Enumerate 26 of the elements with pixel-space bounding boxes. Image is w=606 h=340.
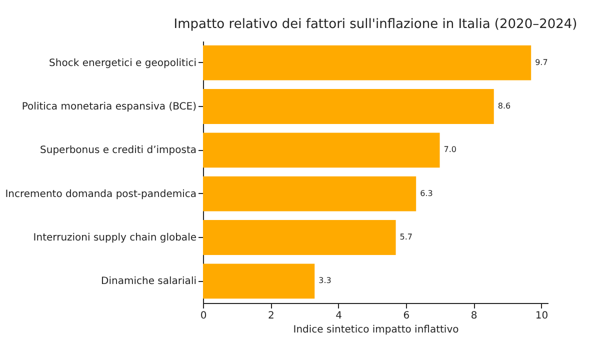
x-tick-label: 4 (336, 310, 342, 322)
data-label: 9.7 (535, 58, 548, 67)
x-tick-label: 10 (535, 310, 548, 322)
bar (203, 132, 440, 168)
y-tick-label: Incremento domanda post-pandemica (5, 188, 196, 200)
data-label: 6.3 (420, 188, 433, 198)
data-label: 8.6 (498, 102, 511, 110)
x-tick-label: 8 (470, 310, 478, 322)
bar (203, 264, 315, 299)
y-tick-label: Dinamiche salariali (101, 276, 196, 288)
data-label: 7.0 (444, 145, 456, 154)
x-tick-label: 0 (200, 310, 207, 322)
data-label: 3.3 (318, 276, 332, 286)
bar (203, 176, 416, 212)
chart-title: Impatto relativo dei fattori sull'inflazione in Italia (2020–2024) (174, 17, 578, 32)
y-tick-label: Interruzioni supply chain globale (33, 232, 196, 244)
bar (203, 45, 532, 80)
x-tick-label: 6 (403, 310, 410, 322)
x-tick-label: 2 (268, 310, 274, 322)
bar (203, 89, 494, 124)
bar (203, 220, 396, 255)
y-tick-label: Shock energetici e geopolitici (49, 58, 196, 69)
y-tick-label: Superbonus e crediti d’imposta (40, 145, 196, 156)
x-axis-title: Indice sintetico impatto inflattivo (293, 324, 459, 336)
data-label: 5.7 (400, 232, 413, 242)
y-tick-label: Politica monetaria espansiva (BCE) (22, 102, 197, 112)
